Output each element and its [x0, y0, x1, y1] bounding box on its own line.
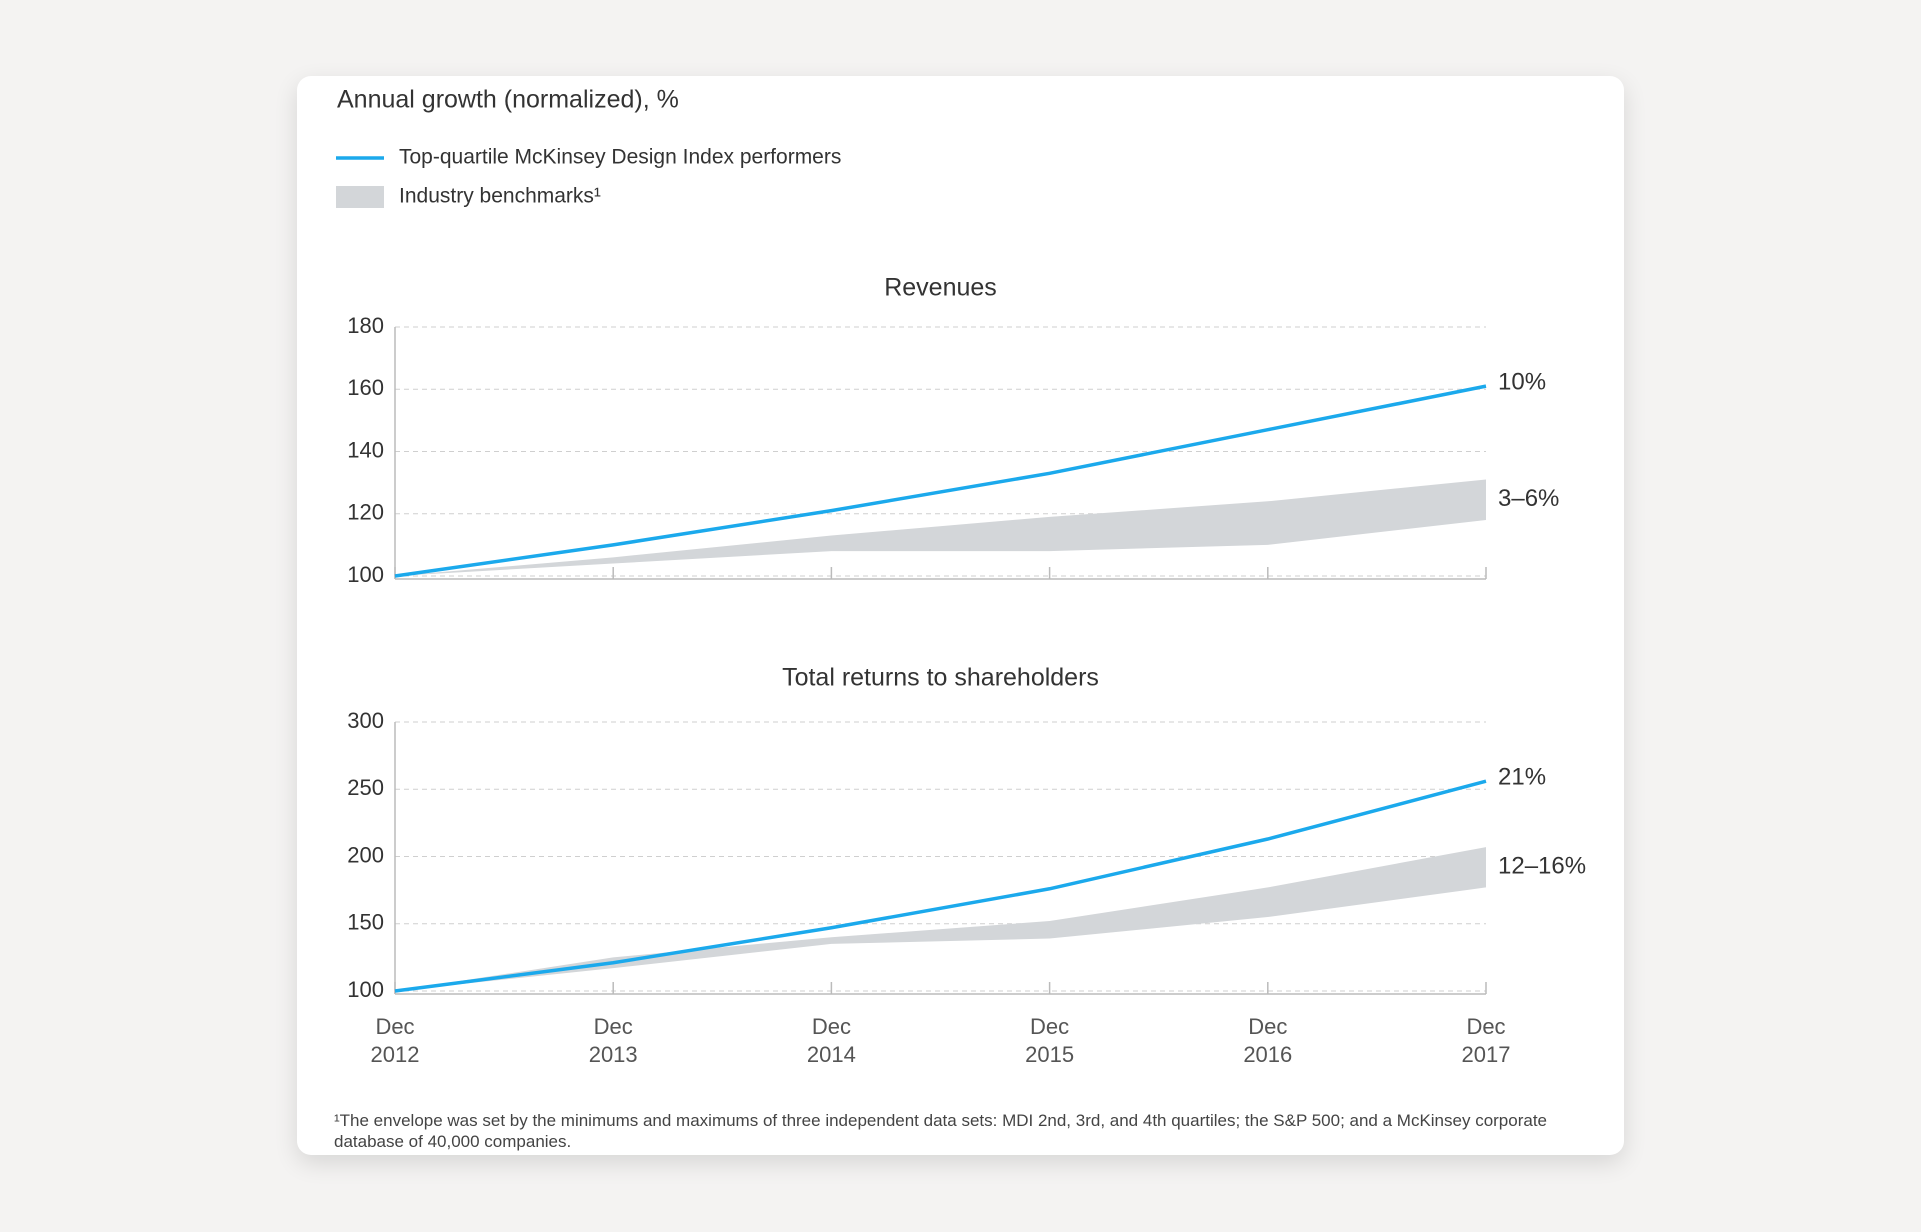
y-tick-label: 200 — [347, 842, 384, 867]
line — [394, 384, 1487, 578]
x-tick-label: Dec 2015 — [1025, 1014, 1075, 1067]
x-tick-label: Dec 2013 — [588, 1014, 638, 1067]
footnote: ¹The envelope was set by the minimums an… — [334, 1111, 1548, 1151]
x-tick-label: Dec 2016 — [1243, 1014, 1293, 1067]
y-tick-label: 160 — [347, 375, 384, 400]
x-tick-label: Dec 2012 — [370, 1014, 420, 1067]
legend-label: Industry benchmarks¹ — [399, 185, 601, 208]
legend-label: Top-quartile McKinsey Design Index perfo… — [399, 146, 841, 169]
chart-title: Revenues — [884, 274, 997, 302]
y-tick-label: 180 — [347, 313, 384, 338]
band-label: 12–16% — [1498, 853, 1586, 880]
x-tick-label: Dec 2014 — [806, 1014, 856, 1067]
y-tick-label: 120 — [347, 500, 384, 525]
y-tick-label: 100 — [347, 562, 384, 587]
line-label: 21% — [1498, 764, 1546, 791]
band — [395, 479, 1486, 576]
line — [394, 779, 1487, 993]
band-label: 3–6% — [1498, 485, 1559, 512]
chart-title: Total returns to shareholders — [782, 664, 1099, 692]
y-tick-label: 140 — [347, 437, 384, 462]
chart-title: Annual growth (normalized), % — [337, 86, 679, 114]
line-label: 10% — [1498, 368, 1546, 395]
y-tick-label: 250 — [347, 775, 384, 800]
y-tick-label: 300 — [347, 708, 384, 733]
x-tick-label: Dec 2017 — [1461, 1014, 1511, 1067]
y-tick-label: 150 — [347, 910, 384, 935]
legend-swatch — [336, 186, 384, 208]
y-tick-label: 100 — [347, 977, 384, 1002]
